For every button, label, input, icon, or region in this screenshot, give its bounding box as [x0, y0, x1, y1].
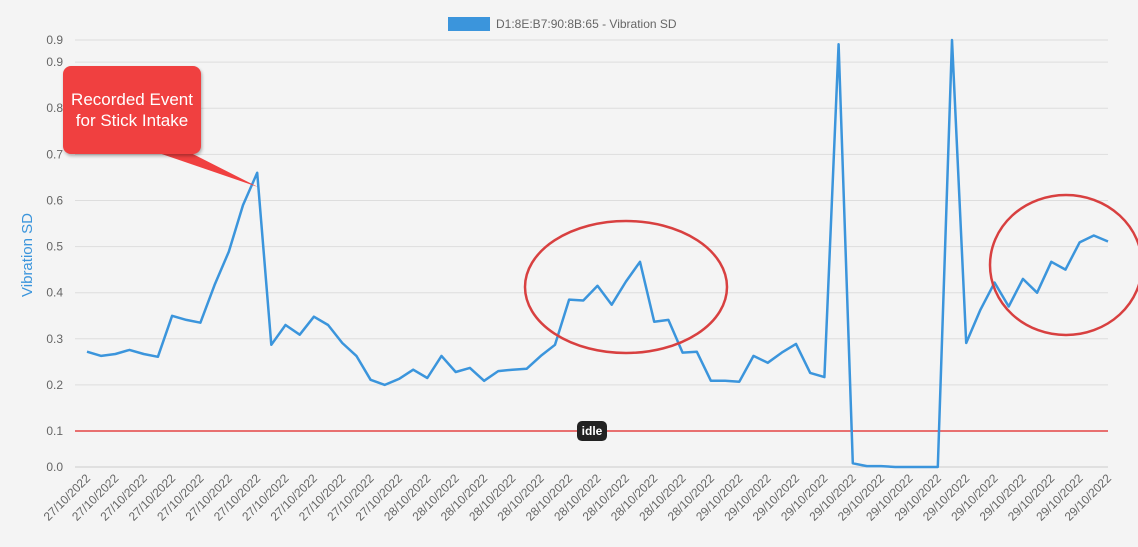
y-tick-label: 0.3 [46, 332, 63, 346]
y-axis-title: Vibration SD [19, 213, 36, 297]
legend-swatch [448, 17, 490, 31]
callout: Recorded Event for Stick Intake [63, 66, 201, 154]
threshold-badge [577, 421, 607, 442]
callout-arrow [150, 150, 258, 187]
highlight-circle [988, 193, 1138, 337]
y-tick-label: 0.9 [46, 55, 63, 69]
y-tick-label: 0.8 [46, 101, 63, 115]
y-tick-label: 0.1 [46, 424, 63, 438]
y-tick-label: 0.9 [46, 33, 63, 47]
y-tick-label: 0.7 [46, 147, 63, 161]
highlight-circle [523, 219, 729, 355]
threshold-label: idle [582, 424, 603, 438]
y-tick-label: 0.6 [46, 193, 63, 207]
y-tick-label: 0.5 [46, 240, 63, 254]
y-tick-label: 0.4 [46, 286, 63, 300]
y-tick-label: 0.0 [46, 460, 63, 474]
y-tick-label: 0.2 [46, 378, 63, 392]
data-line [86, 38, 1109, 469]
legend-label: D1:8E:B7:90:8B:65 - Vibration SD [496, 17, 677, 31]
